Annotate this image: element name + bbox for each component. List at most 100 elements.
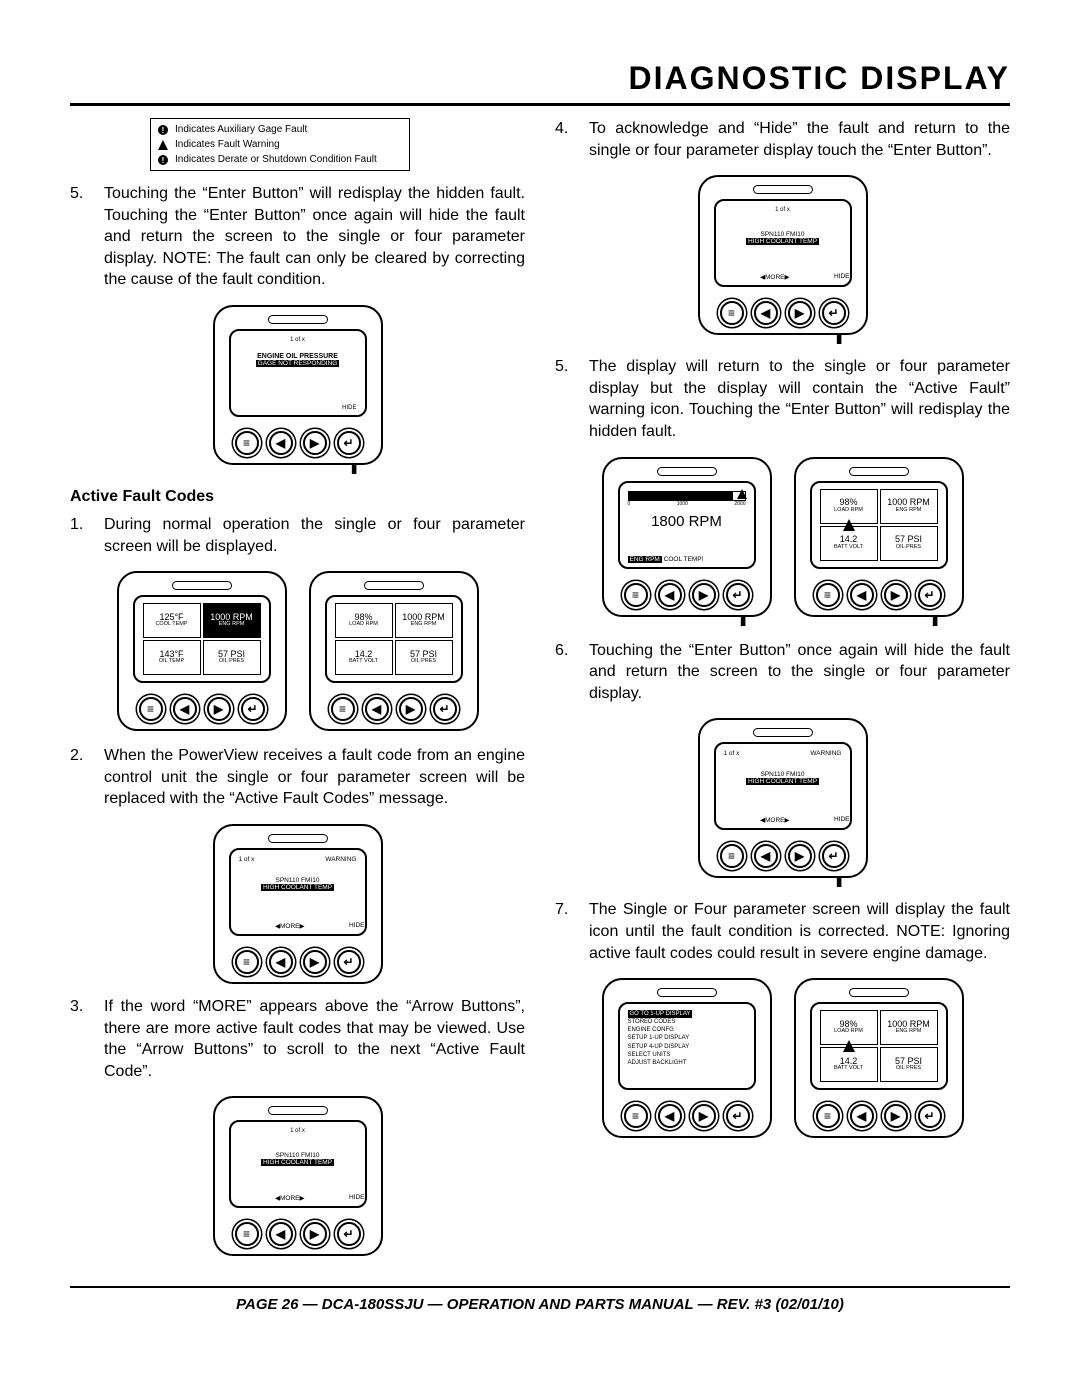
device-screen: 1 of x ENGINE OIL PRESSURE GAGE NOT RESP… xyxy=(229,329,367,417)
right-arrow-button[interactable]: ▶ xyxy=(788,301,812,325)
right-arrow-button[interactable]: ▶ xyxy=(692,1104,716,1128)
menu-button[interactable]: ≡ xyxy=(720,301,744,325)
device-screen: 1 of x SPN110 FMI10 HIGH COOLANT TEMP ◀M… xyxy=(714,199,852,287)
menu-button[interactable]: ≡ xyxy=(720,844,744,868)
item-number: 2. xyxy=(70,745,104,810)
cell-label: BATT VOLT xyxy=(834,545,863,551)
menu-button[interactable]: ≡ xyxy=(331,697,355,721)
cell-label: ENG RPM xyxy=(896,508,922,514)
left-arrow-button[interactable]: ◀ xyxy=(658,583,682,607)
menu-button[interactable]: ≡ xyxy=(816,583,840,607)
right-arrow-button[interactable]: ▶ xyxy=(303,431,327,455)
hide-label: HIDE xyxy=(834,816,850,824)
enter-button[interactable]: ↵ xyxy=(918,583,942,607)
left-arrow-button[interactable]: ◀ xyxy=(754,844,778,868)
list-item: 7. The Single or Four parameter screen w… xyxy=(555,899,1010,964)
warning-label: WARNING xyxy=(325,856,356,863)
left-column: ! Indicates Auxiliary Gage Fault Indicat… xyxy=(70,118,525,1268)
device-illustration: 1 of x SPN110 FMI10 HIGH COOLANT TEMP ◀M… xyxy=(698,175,868,344)
right-arrow-button[interactable]: ▶ xyxy=(399,697,423,721)
device-illustration: 1 of xWARNING SPN110 FMI10 HIGH COOLANT … xyxy=(698,718,868,887)
warning-icon xyxy=(737,489,747,501)
selected-param: ENG RPM xyxy=(628,556,662,563)
list-item: 6. Touching the “Enter Button” once agai… xyxy=(555,640,1010,705)
rpm-value: 1800 RPM xyxy=(628,513,746,530)
device-screen: 98%LOAD RPM 1000 RPMENG RPM 14.2BATT VOL… xyxy=(810,1002,948,1090)
item-text: The display will return to the single or… xyxy=(589,356,1010,442)
svg-text:!: ! xyxy=(162,156,165,165)
enter-button[interactable]: ↵ xyxy=(241,697,265,721)
menu-button[interactable]: ≡ xyxy=(624,583,648,607)
menu-button[interactable]: ≡ xyxy=(816,1104,840,1128)
enter-button[interactable]: ↵ xyxy=(726,583,750,607)
warning-icon xyxy=(843,1040,855,1054)
device-illustration: 1 of x ENGINE OIL PRESSURE GAGE NOT RESP… xyxy=(213,305,383,474)
item-number: 7. xyxy=(555,899,589,964)
item-text: During normal operation the single or fo… xyxy=(104,514,525,557)
enter-button[interactable]: ↵ xyxy=(726,1104,750,1128)
right-arrow-button[interactable]: ▶ xyxy=(692,583,716,607)
cell-label: OIL PRES xyxy=(411,659,436,665)
cell-label: ENG RPM xyxy=(219,622,245,628)
left-arrow-button[interactable]: ◀ xyxy=(658,1104,682,1128)
device-illustration: 1 of x SPN110 FMI10 HIGH COOLANT TEMP ◀M… xyxy=(213,1096,383,1256)
right-arrow-button[interactable]: ▶ xyxy=(207,697,231,721)
fault-message: HIGH COOLANT TEMP xyxy=(261,884,334,891)
enter-button[interactable]: ↵ xyxy=(822,301,846,325)
left-arrow-button[interactable]: ◀ xyxy=(850,583,874,607)
right-arrow-button[interactable]: ▶ xyxy=(303,950,327,974)
scale-label: 2000 xyxy=(734,501,745,507)
right-arrow-button[interactable]: ▶ xyxy=(303,1222,327,1246)
scale-label: 1000 xyxy=(677,501,688,507)
left-arrow-button[interactable]: ◀ xyxy=(269,1222,293,1246)
legend-text: Indicates Derate or Shutdown Condition F… xyxy=(175,152,377,167)
enter-button[interactable]: ↵ xyxy=(433,697,457,721)
cell-label: ENG RPM xyxy=(896,1029,922,1035)
enter-button[interactable]: ↵ xyxy=(337,1222,361,1246)
left-arrow-button[interactable]: ◀ xyxy=(269,950,293,974)
cell-label: LOAD RPM xyxy=(834,508,863,514)
menu-button[interactable]: ≡ xyxy=(235,950,259,974)
fault-message: HIGH COOLANT TEMP xyxy=(746,778,819,785)
menu-item-selected: GO TO 1-UP DISPLAY xyxy=(628,1010,693,1018)
fault-message: HIGH COOLANT TEMP xyxy=(746,238,819,245)
device-screen: 1 of x SPN110 FMI10 HIGH COOLANT TEMP ◀M… xyxy=(229,1120,367,1208)
item-number: 6. xyxy=(555,640,589,705)
item-number: 1. xyxy=(70,514,104,557)
spn-code: SPN110 FMI10 xyxy=(239,1152,357,1159)
left-arrow-button[interactable]: ◀ xyxy=(754,301,778,325)
menu-button[interactable]: ≡ xyxy=(624,1104,648,1128)
device-screen: GO TO 1-UP DISPLAY STORED CODES ENGINE C… xyxy=(618,1002,756,1090)
device-screen: 1 of xWARNING SPN110 FMI10 HIGH COOLANT … xyxy=(229,848,367,936)
device-screen: 1 of xWARNING SPN110 FMI10 HIGH COOLANT … xyxy=(714,742,852,830)
enter-button[interactable]: ↵ xyxy=(822,844,846,868)
menu-item: SETUP 4-UP DISPLAY xyxy=(628,1043,746,1051)
left-arrow-button[interactable]: ◀ xyxy=(850,1104,874,1128)
more-label: ◀MORE▶ xyxy=(760,273,790,281)
item-number: 4. xyxy=(555,118,589,161)
menu-item: ADJUST BACKLIGHT xyxy=(628,1059,746,1067)
menu-button[interactable]: ≡ xyxy=(139,697,163,721)
menu-button[interactable]: ≡ xyxy=(235,431,259,455)
right-arrow-button[interactable]: ▶ xyxy=(884,583,908,607)
more-label: ◀MORE▶ xyxy=(760,816,790,824)
right-arrow-button[interactable]: ▶ xyxy=(884,1104,908,1128)
right-arrow-button[interactable]: ▶ xyxy=(788,844,812,868)
screen-line-inverse: GAGE NOT RESPONDING xyxy=(256,360,340,367)
left-arrow-button[interactable]: ◀ xyxy=(269,431,293,455)
cell-label: BATT VOLT xyxy=(834,1066,863,1072)
left-arrow-button[interactable]: ◀ xyxy=(365,697,389,721)
warning-icon xyxy=(843,519,855,533)
left-arrow-button[interactable]: ◀ xyxy=(173,697,197,721)
device-illustration: 1 of xWARNING SPN110 FMI10 HIGH COOLANT … xyxy=(213,824,383,984)
hide-label: HIDE xyxy=(349,922,365,930)
enter-button[interactable]: ↵ xyxy=(918,1104,942,1128)
legend-text: Indicates Fault Warning xyxy=(175,137,280,152)
menu-button[interactable]: ≡ xyxy=(235,1222,259,1246)
item-number: 5. xyxy=(555,356,589,442)
item-text: If the word “MORE” appears above the “Ar… xyxy=(104,996,525,1082)
enter-button[interactable]: ↵ xyxy=(337,431,361,455)
shutdown-icon: ! xyxy=(157,154,169,166)
cell-label: OIL TEMP xyxy=(159,659,184,665)
enter-button[interactable]: ↵ xyxy=(337,950,361,974)
